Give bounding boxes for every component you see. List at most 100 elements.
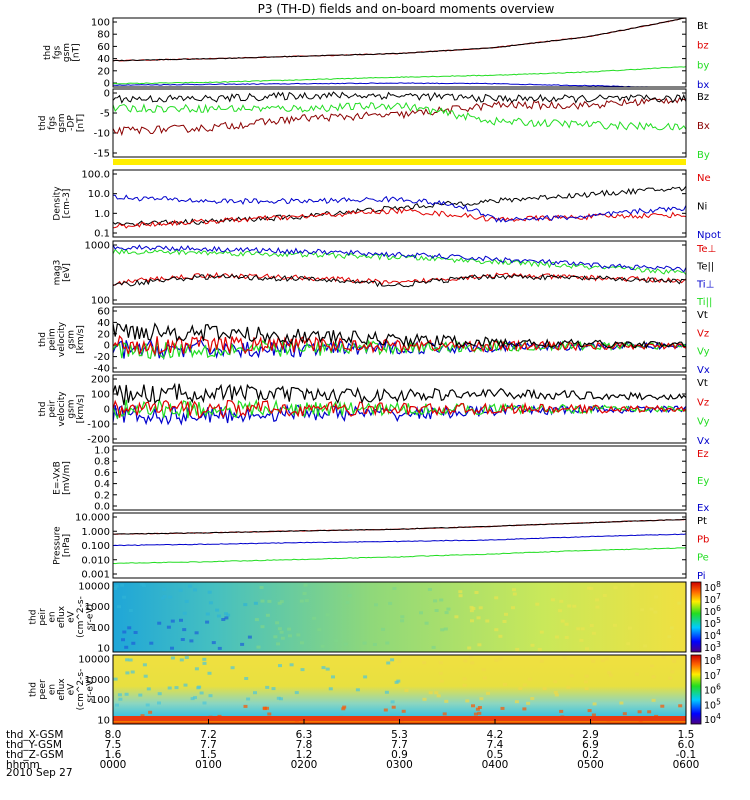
spectrogram-cell: [677, 601, 682, 605]
spectrogram-cell: [442, 712, 447, 716]
y-axis-label: eV: [67, 683, 77, 696]
spectrogram-cell: [179, 658, 184, 662]
spectrogram-cell: [554, 693, 559, 697]
spectrogram-cell: [391, 705, 396, 709]
plot-area: [113, 307, 686, 372]
spectrogram-cell: [672, 659, 677, 663]
series-line-ne: [112, 207, 687, 229]
series-line-by: [112, 66, 687, 85]
spectrogram-cell: [162, 587, 167, 591]
spectrogram-cell: [168, 595, 173, 599]
series-line-ti: [112, 248, 687, 276]
y-tick-label: 60: [97, 42, 110, 53]
x-tick-label: 1.2: [296, 749, 313, 761]
spectrogram-cell: [184, 599, 189, 603]
legend-entry: Ey: [697, 476, 709, 487]
spectrogram-cell: [130, 670, 135, 674]
legend-entry: Ez: [697, 449, 709, 460]
spectrogram-cell: [584, 687, 589, 691]
spectrogram-cell: [469, 609, 474, 613]
y-axis-label: eflux: [57, 605, 67, 628]
spectrogram-cell: [397, 659, 402, 663]
y-tick-label: 100: [91, 623, 110, 634]
spectrogram-cell: [428, 691, 433, 695]
x-axis-row-label: thd_Y-GSM: [6, 739, 62, 751]
y-tick-label: 100: [91, 390, 110, 401]
spectrogram-cell: [404, 688, 409, 692]
y-axis-label: thd: [29, 610, 39, 625]
x-tick-label: 8.0: [105, 729, 122, 741]
spectrogram-cell: [443, 627, 448, 631]
spectrogram-cell: [157, 692, 162, 696]
spectrogram-cell: [440, 628, 445, 632]
spectrogram-cell: [444, 611, 449, 615]
legend-entry: Vx: [697, 365, 710, 376]
spectrogram-cell: [462, 677, 467, 681]
spectrogram-cell: [592, 702, 597, 706]
spectrogram-cell: [390, 700, 395, 704]
x-tick-label: 1.5: [678, 729, 695, 741]
legend-entry: by: [697, 60, 709, 71]
legend-entry: Vy: [697, 417, 710, 428]
spectrogram-cell: [194, 667, 199, 671]
legend-entry: Vt: [697, 378, 708, 389]
x-tick-label: 7.2: [200, 729, 217, 741]
spectrogram-cell: [287, 627, 292, 631]
spectrogram-cell: [355, 688, 360, 692]
spectrogram-cell: [289, 663, 294, 667]
spectrogram-cell: [256, 645, 261, 649]
spectrogram-cell: [321, 666, 326, 670]
panel-fgs-gsm-dp: thd fgs gsm -DP [nT] 0 -5 -10 -15 Bz Bx By: [38, 88, 710, 161]
x-tick-label: 1.5: [200, 749, 217, 761]
y-tick-label: 200: [91, 375, 110, 386]
y-axis-label: thd: [29, 682, 39, 697]
spectrogram-cell: [328, 687, 333, 691]
spectrogram-cell: [162, 594, 167, 598]
y-axis-label: (cm^2-s-: [76, 596, 86, 638]
spectrogram-image: [113, 655, 686, 724]
spectrogram-cell: [654, 595, 659, 599]
y-axis-label: thd: [38, 116, 48, 131]
y-tick-label: 0.010: [81, 555, 110, 566]
y-tick-label: 100: [91, 296, 110, 307]
panel-efield: E=-VxB [mV/m] 1.00.80.60.40.20.0 Ez Ey Ex: [52, 445, 709, 514]
x-tick-label: 0600: [673, 759, 700, 771]
x-tick-label: 7.7: [391, 739, 408, 751]
spectrogram-cell: [202, 661, 207, 665]
y-tick-label: 10000: [78, 582, 110, 593]
legend-entry: Pi: [697, 571, 706, 582]
spectrogram-cell: [433, 599, 438, 603]
spectrogram-cell: [463, 659, 468, 663]
spectrogram-cell: [254, 618, 259, 622]
spectrogram-cell: [444, 699, 449, 703]
spectrogram-cell: [279, 600, 284, 604]
spectrogram-cell: [637, 710, 642, 714]
y-tick-label: -5: [100, 109, 110, 120]
spectrogram-cell: [651, 675, 656, 679]
spectrogram-cell: [216, 614, 221, 618]
spectrogram-cell: [595, 605, 600, 609]
spectrogram-cell: [125, 671, 130, 675]
y-axis-label: fgs: [48, 116, 58, 130]
spectrogram-cell: [479, 697, 484, 701]
spectrogram-cell: [138, 693, 143, 697]
spectrogram-cell: [303, 583, 308, 587]
quality-flag-bar: [113, 159, 686, 165]
spectrogram-cell: [600, 659, 605, 663]
spectrogram-cell: [170, 656, 175, 660]
spectrogram-cell: [184, 656, 189, 659]
spectrogram-cell: [569, 674, 574, 678]
y-tick-label: 0.0: [94, 502, 110, 513]
y-axis-label: [mV/m]: [62, 461, 72, 495]
spectrogram-cell: [589, 587, 594, 590]
spectrogram-cell: [211, 641, 216, 645]
spectrogram-cell: [124, 645, 129, 649]
spectrogram-cell: [500, 706, 505, 710]
legend-entry: Te⊥: [696, 244, 716, 255]
spectrogram-cell: [277, 601, 282, 605]
spectrogram-cell: [580, 627, 585, 631]
spectrogram-cell: [559, 709, 564, 713]
spectrogram-cell: [113, 677, 118, 681]
spectrogram-cell: [502, 620, 507, 623]
